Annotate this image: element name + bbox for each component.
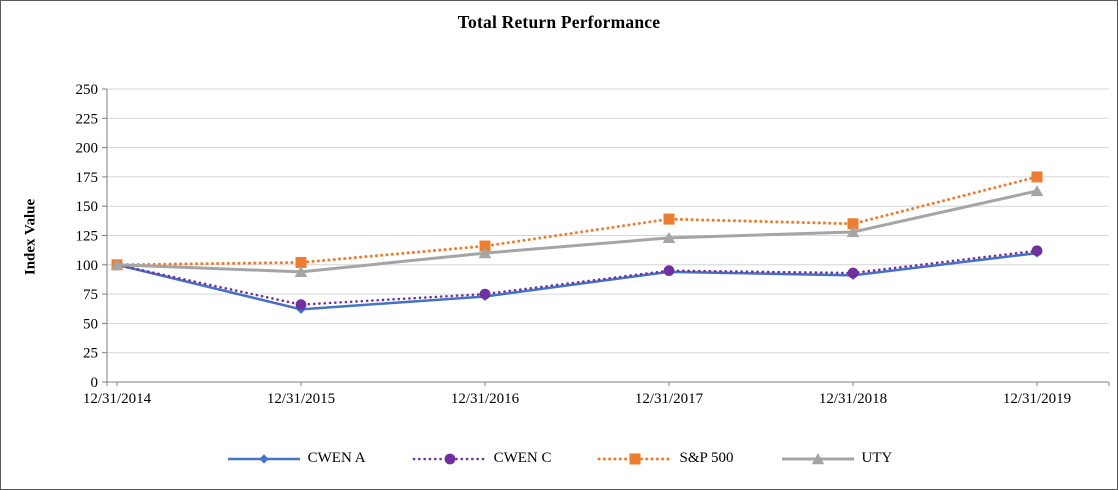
x-tick-label: 12/31/2015 [267, 391, 335, 407]
legend-item-cwen-a: CWEN A [226, 450, 366, 467]
legend-label: UTY [861, 450, 893, 466]
y-tick-label: 125 [76, 229, 99, 245]
series-cwen-c [111, 245, 1043, 311]
x-tick-label: 12/31/2018 [819, 391, 887, 407]
y-tick-label: 100 [76, 258, 99, 274]
chart-legend: CWEN A CWEN C S&P 500 UTY [1, 450, 1117, 467]
y-tick-label: 200 [76, 141, 99, 157]
y-tick-label: 150 [76, 199, 99, 215]
square-line-swatch-icon [597, 453, 673, 464]
triangle-line-swatch-icon [781, 452, 854, 464]
circle-line-swatch-icon [412, 453, 487, 464]
legend-label: CWEN C [493, 450, 552, 466]
chart-title: Total Return Performance [457, 12, 661, 32]
y-tick-label: 250 [76, 82, 99, 98]
legend-item-cwen-c: CWEN C [412, 450, 552, 467]
gridlines [107, 88, 1109, 354]
legend-label: CWEN A [307, 450, 366, 466]
x-tick-label: 12/31/2019 [1003, 391, 1071, 407]
series-cwen-a [112, 248, 1042, 314]
y-tick-label: 75 [83, 287, 98, 303]
legend-label: S&P 500 [679, 450, 734, 466]
y-tick-label: 25 [83, 346, 98, 362]
series-uty [110, 184, 1044, 278]
x-tick-label: 12/31/2014 [83, 391, 152, 407]
y-tick-label: 0 [91, 375, 99, 391]
axes: 0 25 50 75 100 125 150 175 200 225 250 12/31/2014 12… [76, 82, 1110, 407]
diamond-line-swatch-icon [227, 453, 300, 464]
x-tick-label: 12/31/2017 [635, 391, 704, 407]
plot-area: 0 25 50 75 100 125 150 175 200 225 250 12/31/2014 12… [76, 82, 1110, 407]
legend-item-uty: UTY [780, 450, 893, 467]
x-tick-label: 12/31/2016 [451, 391, 520, 407]
y-tick-label: 175 [76, 170, 99, 186]
y-tick-label: 50 [83, 316, 98, 332]
y-tick-label: 225 [76, 111, 99, 127]
legend-item-s-p-500: S&P 500 [597, 450, 734, 467]
